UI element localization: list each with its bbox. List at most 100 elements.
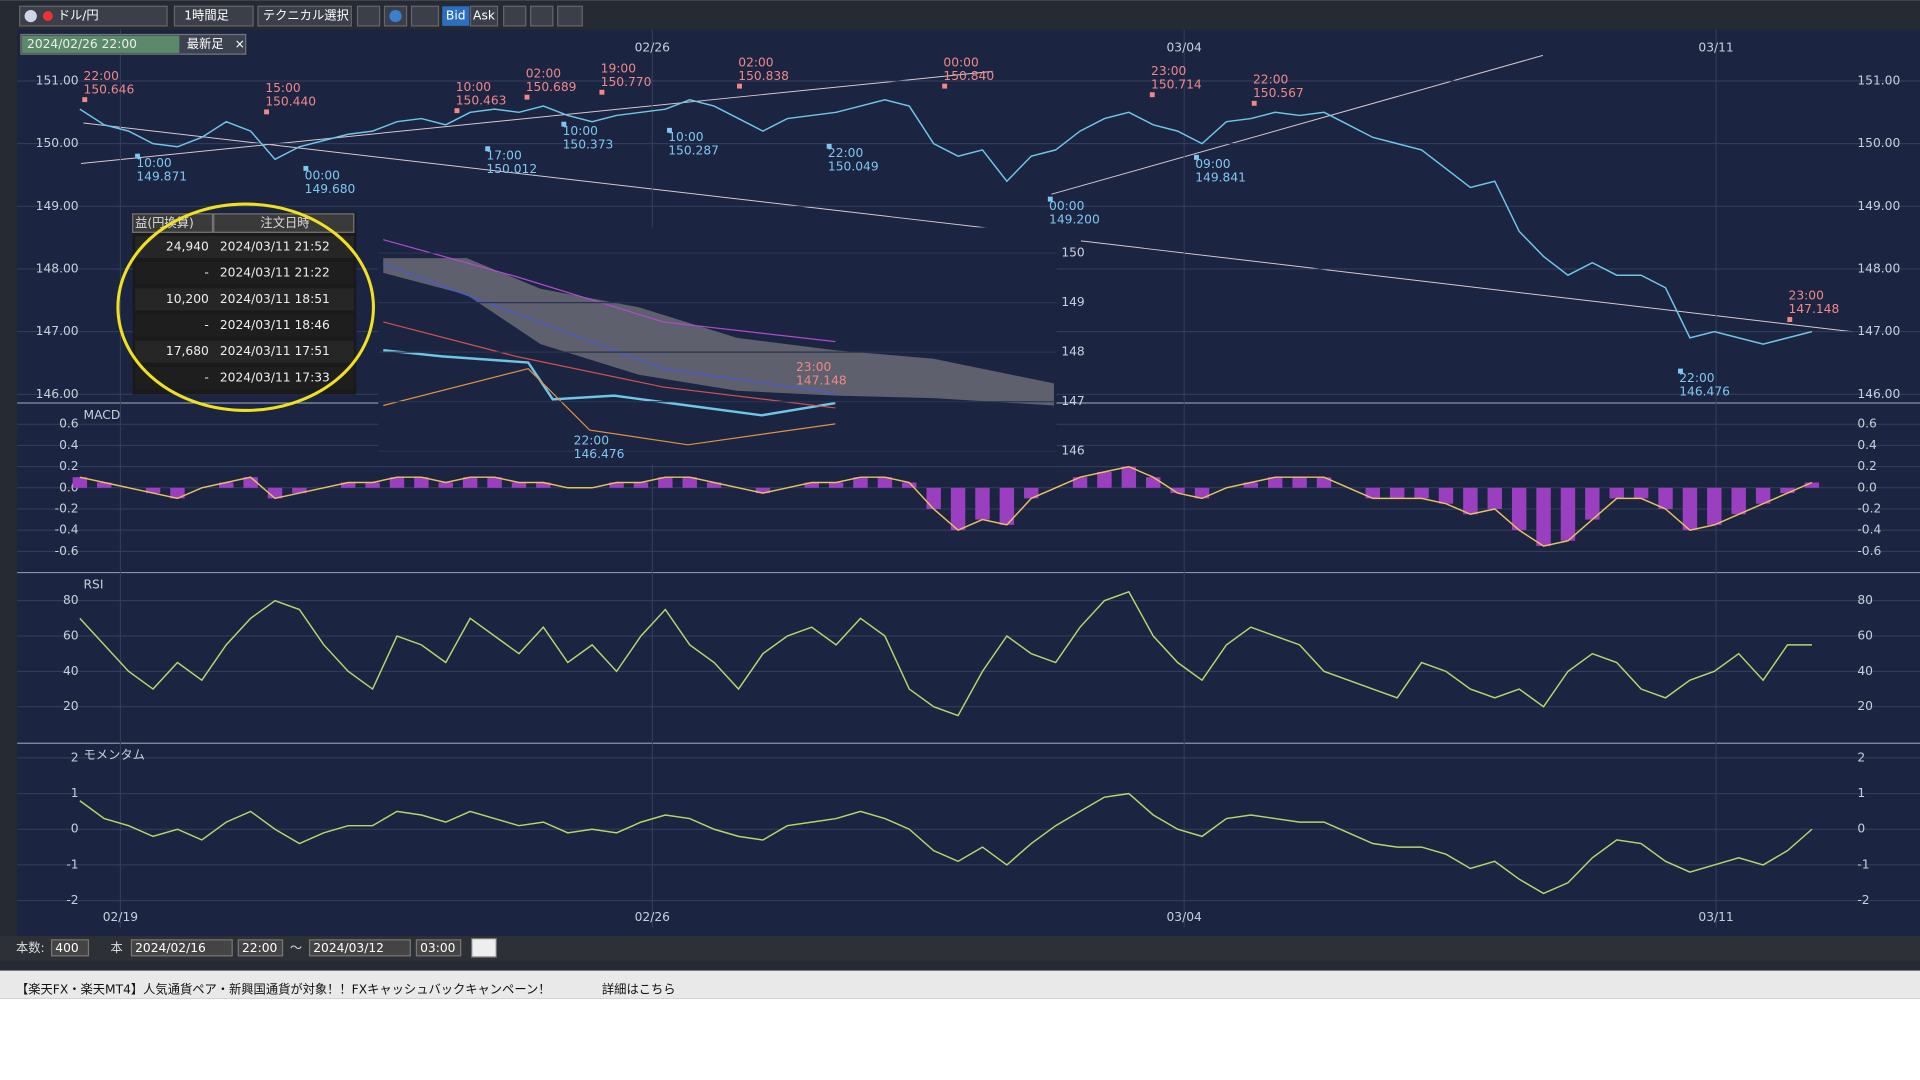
y-tick-label: 40 xyxy=(63,664,79,678)
annotation-price: 150.049 xyxy=(828,160,879,174)
pair-select[interactable] xyxy=(19,5,168,27)
zoom-out-button[interactable] xyxy=(530,5,554,27)
annotation-time: 15:00 xyxy=(265,81,300,95)
flag xyxy=(42,11,53,21)
inset-band xyxy=(383,367,836,446)
histogram-bar xyxy=(1072,477,1088,488)
annotation-marker xyxy=(1047,196,1053,202)
histogram-bar xyxy=(999,487,1015,525)
reload-button[interactable] xyxy=(471,938,497,958)
annotation-price: 149.841 xyxy=(1195,171,1246,185)
table-cell: 2024/03/11 17:51 xyxy=(220,344,330,358)
annotation-marker xyxy=(1787,317,1793,322)
histogram-bar xyxy=(1438,487,1454,504)
y-tick-label: -1 xyxy=(66,857,78,871)
ask-button[interactable] xyxy=(469,5,499,27)
y-tick-label-right: 0.6 xyxy=(1857,417,1877,431)
y-tick-label: -0.6 xyxy=(55,544,79,558)
count-input[interactable] xyxy=(50,939,90,957)
table-cell: 17,680 xyxy=(166,344,209,358)
histogram-bar xyxy=(389,477,405,488)
to-date-input[interactable] xyxy=(308,939,411,957)
table-row-bg xyxy=(135,366,354,389)
y-tick-label: 80 xyxy=(63,593,79,607)
table-cell: 2024/03/11 18:46 xyxy=(220,318,330,332)
table-row-bg xyxy=(135,314,354,337)
histogram-bar xyxy=(902,482,917,488)
y-tick-label-right: 149.00 xyxy=(1857,199,1900,213)
table-cell: 2024/03/11 21:22 xyxy=(220,266,330,280)
histogram-bar xyxy=(145,487,161,494)
histogram-bar xyxy=(853,477,868,488)
trend-line xyxy=(83,122,993,230)
tilde: ～ xyxy=(290,941,302,955)
y-tick-label: 148.00 xyxy=(36,261,79,275)
histogram-bar xyxy=(755,487,771,494)
bid: Bid xyxy=(446,9,466,23)
footer-bg xyxy=(0,936,1920,961)
histogram-bar xyxy=(1633,487,1649,499)
histogram-bar xyxy=(438,482,453,488)
from-date-input[interactable] xyxy=(130,939,233,957)
histogram-bar xyxy=(1316,477,1332,488)
timeframe: 1時間足 xyxy=(184,9,229,23)
from-time-input[interactable] xyxy=(237,939,284,957)
y-tick-label: 151.00 xyxy=(36,73,79,87)
histogram-bar xyxy=(267,487,283,499)
histogram-bar xyxy=(633,482,649,488)
technical-select[interactable] xyxy=(257,5,352,27)
histogram-bar xyxy=(706,482,722,488)
indicator-button[interactable] xyxy=(503,5,527,27)
histogram-bar xyxy=(828,482,844,488)
chart-type-button[interactable] xyxy=(410,5,440,27)
technical: テクニカル選択 xyxy=(263,9,349,23)
y-tick-label: 0 xyxy=(71,822,79,836)
y-tick-label-right: 0 xyxy=(1857,822,1865,836)
table-row-bg xyxy=(135,288,354,311)
y-tick-label: 147.00 xyxy=(36,324,79,338)
y-tick-label-right: 151.00 xyxy=(1857,73,1900,87)
date-label: 03/04 xyxy=(1167,910,1203,924)
banner-link[interactable]: 詳細はこちら xyxy=(602,982,676,997)
date-label-top: 02/26 xyxy=(635,41,671,55)
y-tick-label-right: -0.6 xyxy=(1857,544,1881,558)
annotation-time: 10:00 xyxy=(456,80,491,94)
inset-price xyxy=(383,348,836,417)
draw-button[interactable] xyxy=(356,5,381,27)
annotation-price: 150.012 xyxy=(486,162,537,176)
annotation-time: 10:00 xyxy=(563,124,598,138)
histogram-bar xyxy=(1585,487,1600,520)
trend-lines xyxy=(81,54,1853,333)
close-button[interactable]: × xyxy=(235,37,245,51)
series-line xyxy=(79,792,1813,895)
zoom-in-button[interactable] xyxy=(557,5,583,27)
histogram-bar xyxy=(1609,487,1624,499)
trend-line xyxy=(1051,54,1544,195)
bid-button[interactable] xyxy=(442,6,470,26)
banner-bg xyxy=(0,970,1920,999)
histogram-bar xyxy=(1389,487,1405,499)
timeframe-select[interactable] xyxy=(173,5,254,27)
annotation-time: 22:00 xyxy=(1253,72,1288,86)
y-tick-label: -0.4 xyxy=(55,523,79,537)
y-tick-label-right: -1 xyxy=(1857,857,1869,871)
pair: ドル/円 xyxy=(58,9,99,23)
footer-bar: 本数: 400 本 2024/02/16 22:00 ～ 2024/03/12 … xyxy=(0,936,1920,961)
cloud xyxy=(383,258,1054,406)
annotation-time: 22:00 xyxy=(828,146,863,160)
annotation-time: 22:00 xyxy=(1679,371,1714,385)
annotation-price: 150.567 xyxy=(1253,86,1304,100)
latest-button[interactable]: 最新足 xyxy=(187,36,224,51)
y-tick-label: 0.4 xyxy=(59,438,79,452)
annotation-price: 150.463 xyxy=(456,93,507,107)
table-row-bg xyxy=(135,235,354,259)
trend-line xyxy=(81,70,993,164)
histogram-bar xyxy=(1804,482,1820,488)
date-label: 03/11 xyxy=(1698,910,1733,924)
from-time: 22:00 xyxy=(242,941,277,955)
to-time-input[interactable] xyxy=(415,939,462,957)
annotation-marker xyxy=(1678,368,1683,374)
count: 400 xyxy=(55,941,78,955)
histogram-bar xyxy=(1365,487,1381,499)
